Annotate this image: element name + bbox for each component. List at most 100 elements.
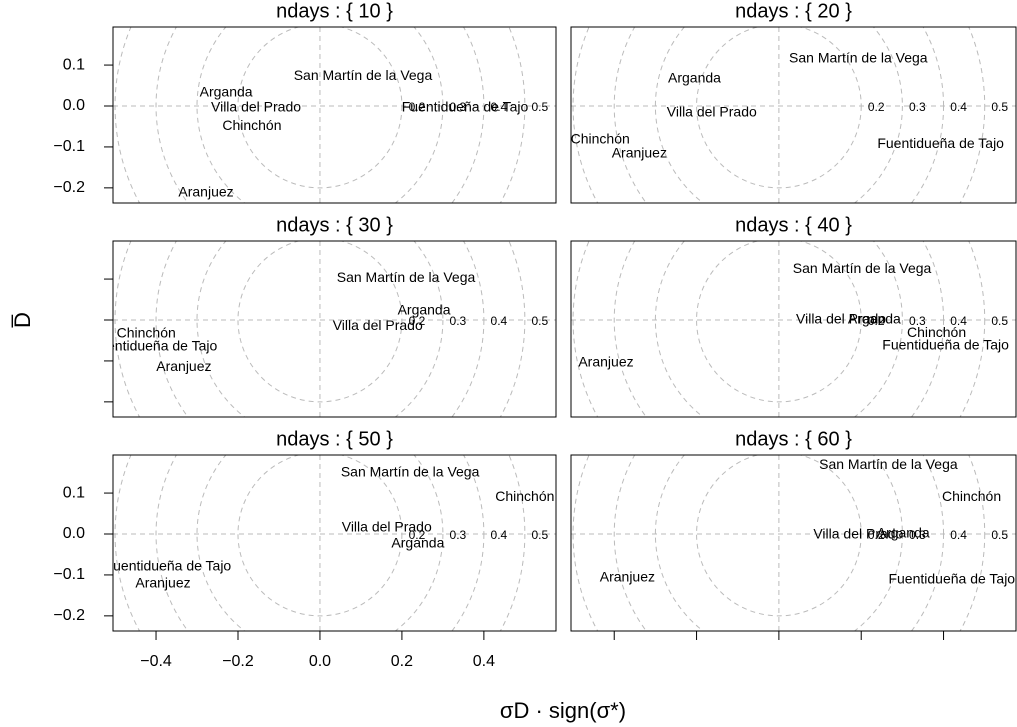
point-label: Aranjuez	[135, 575, 190, 591]
point-label: Fuentidueña de Tajo	[882, 336, 1009, 352]
ring-label: 0.5	[532, 528, 549, 542]
ring	[237, 455, 403, 617]
panel-title: ndays : { 10 }	[276, 0, 393, 22]
panel-border	[570, 240, 1017, 418]
ring	[155, 27, 485, 203]
ring-label: 0.3	[450, 528, 467, 542]
point-label: Chinchón	[942, 488, 1001, 504]
panel-border	[570, 26, 1017, 204]
y-tick-label: 0.0	[63, 525, 85, 542]
x-tick-label: 0.2	[391, 653, 413, 670]
ring	[613, 241, 944, 417]
point-label: San Martín de la Vega	[341, 464, 480, 480]
point-label: Chinchón	[117, 325, 176, 341]
y-tick-label: 0.1	[63, 56, 85, 73]
ring	[196, 455, 444, 631]
ring	[237, 241, 403, 403]
panel-title: ndays : { 50 }	[276, 428, 393, 450]
ring-label: 0.4	[491, 528, 508, 542]
ring-label: 0.2	[409, 100, 426, 114]
ring-label: 0.5	[991, 528, 1008, 542]
panel: 0.2 0.3 0.4 0.5 San Martín de la Vega Arganda…	[91, 241, 556, 417]
point-label: Aranjuez	[578, 354, 633, 370]
ring	[572, 241, 986, 417]
x-tick-label: −0.4	[140, 653, 172, 670]
point-label: Villa del Prado	[211, 99, 301, 115]
ring-label: 0.2	[868, 100, 885, 114]
point-label: Chinchón	[571, 131, 630, 147]
panel-title: ndays : { 60 }	[735, 428, 852, 450]
point-label: San Martín de la Vega	[337, 269, 476, 285]
ring	[237, 27, 403, 189]
ring-label: 0.5	[991, 314, 1008, 328]
ring-label: 0.4	[950, 528, 967, 542]
y-tick-label: 0.0	[63, 97, 85, 114]
ring-label: 0.5	[991, 100, 1008, 114]
ring-label: 0.5	[532, 314, 549, 328]
point-label: Arganda	[200, 84, 253, 100]
ring-label: 0.3	[450, 314, 467, 328]
panel-title: ndays : { 40 }	[735, 214, 852, 236]
ring	[696, 455, 862, 617]
y-tick-label: −0.1	[53, 138, 85, 155]
point-label: Fuentidueña de Tajo	[888, 571, 1015, 587]
ring	[155, 241, 485, 417]
panel-border	[570, 454, 1017, 632]
panel-border	[112, 240, 557, 418]
ring-label: 0.4	[491, 100, 508, 114]
point-label: San Martín de la Vega	[294, 67, 433, 83]
x-axis-label: σD · sign(σ*)	[500, 698, 626, 723]
point-label: Aranjuez	[600, 568, 655, 584]
y-tick-label: 0.1	[63, 484, 85, 501]
ring-label: 0.3	[909, 314, 926, 328]
ring	[155, 455, 485, 631]
ring	[654, 27, 903, 203]
point-label: San Martín de la Vega	[789, 50, 928, 66]
ring-label: 0.5	[532, 100, 549, 114]
point-label: Villa del Prado	[796, 311, 886, 327]
ring	[114, 241, 526, 417]
point-label: Arganda	[877, 525, 930, 541]
ring-label: 0.4	[950, 314, 967, 328]
panel-border	[112, 454, 557, 632]
ring-label: 0.2	[409, 528, 426, 542]
panel: 0.2 0.3 0.4 0.5 San Martín de la Vega Arganda…	[571, 27, 1016, 203]
y-tick-label: −0.2	[53, 607, 85, 624]
point-label: Fuentidueña de Tajo	[105, 557, 232, 573]
ring-label: 0.2	[868, 314, 885, 328]
panel-title: ndays : { 20 }	[735, 0, 852, 22]
panel: 0.2 0.3 0.4 0.5 San Martín de la Vega Chinchó…	[571, 455, 1016, 631]
ring	[654, 455, 903, 631]
y-axis-label: D̅	[10, 312, 35, 328]
point-label: Fuentidueña de Tajo	[91, 338, 218, 354]
ring	[696, 241, 862, 403]
ring	[114, 27, 526, 203]
ring	[654, 241, 903, 417]
panel: 0.2 0.3 0.4 0.5 San Martín de la Vega Chinchó…	[105, 455, 556, 631]
y-tick-label: −0.2	[53, 179, 85, 196]
ring-label: 0.2	[409, 314, 426, 328]
ring-label: 0.3	[909, 100, 926, 114]
point-label: Arganda	[668, 70, 721, 86]
point-label: Aranjuez	[612, 145, 667, 161]
point-label: Villa del Prado	[333, 317, 423, 333]
ring	[572, 455, 986, 631]
ring-label: 0.2	[868, 528, 885, 542]
point-label: Aranjuez	[156, 358, 211, 374]
panel: 0.2 0.3 0.4 0.5 San Martín de la Vega Villa d…	[571, 241, 1016, 417]
ring	[613, 27, 944, 203]
x-tick-label: −0.2	[222, 653, 254, 670]
point-label: San Martín de la Vega	[819, 456, 958, 472]
ring-label: 0.4	[491, 314, 508, 328]
point-label: Villa del Prado	[667, 104, 757, 120]
y-tick-label: −0.1	[53, 566, 85, 583]
ring	[114, 455, 526, 631]
ring	[613, 455, 944, 631]
point-label: Villa del Prado	[813, 526, 903, 542]
x-tick-label: 0.0	[309, 653, 331, 670]
point-label: Chinchón	[495, 488, 554, 504]
point-label: Chinchón	[222, 117, 281, 133]
panel-title: ndays : { 30 }	[276, 214, 393, 236]
point-label: Chinchón	[907, 324, 966, 340]
